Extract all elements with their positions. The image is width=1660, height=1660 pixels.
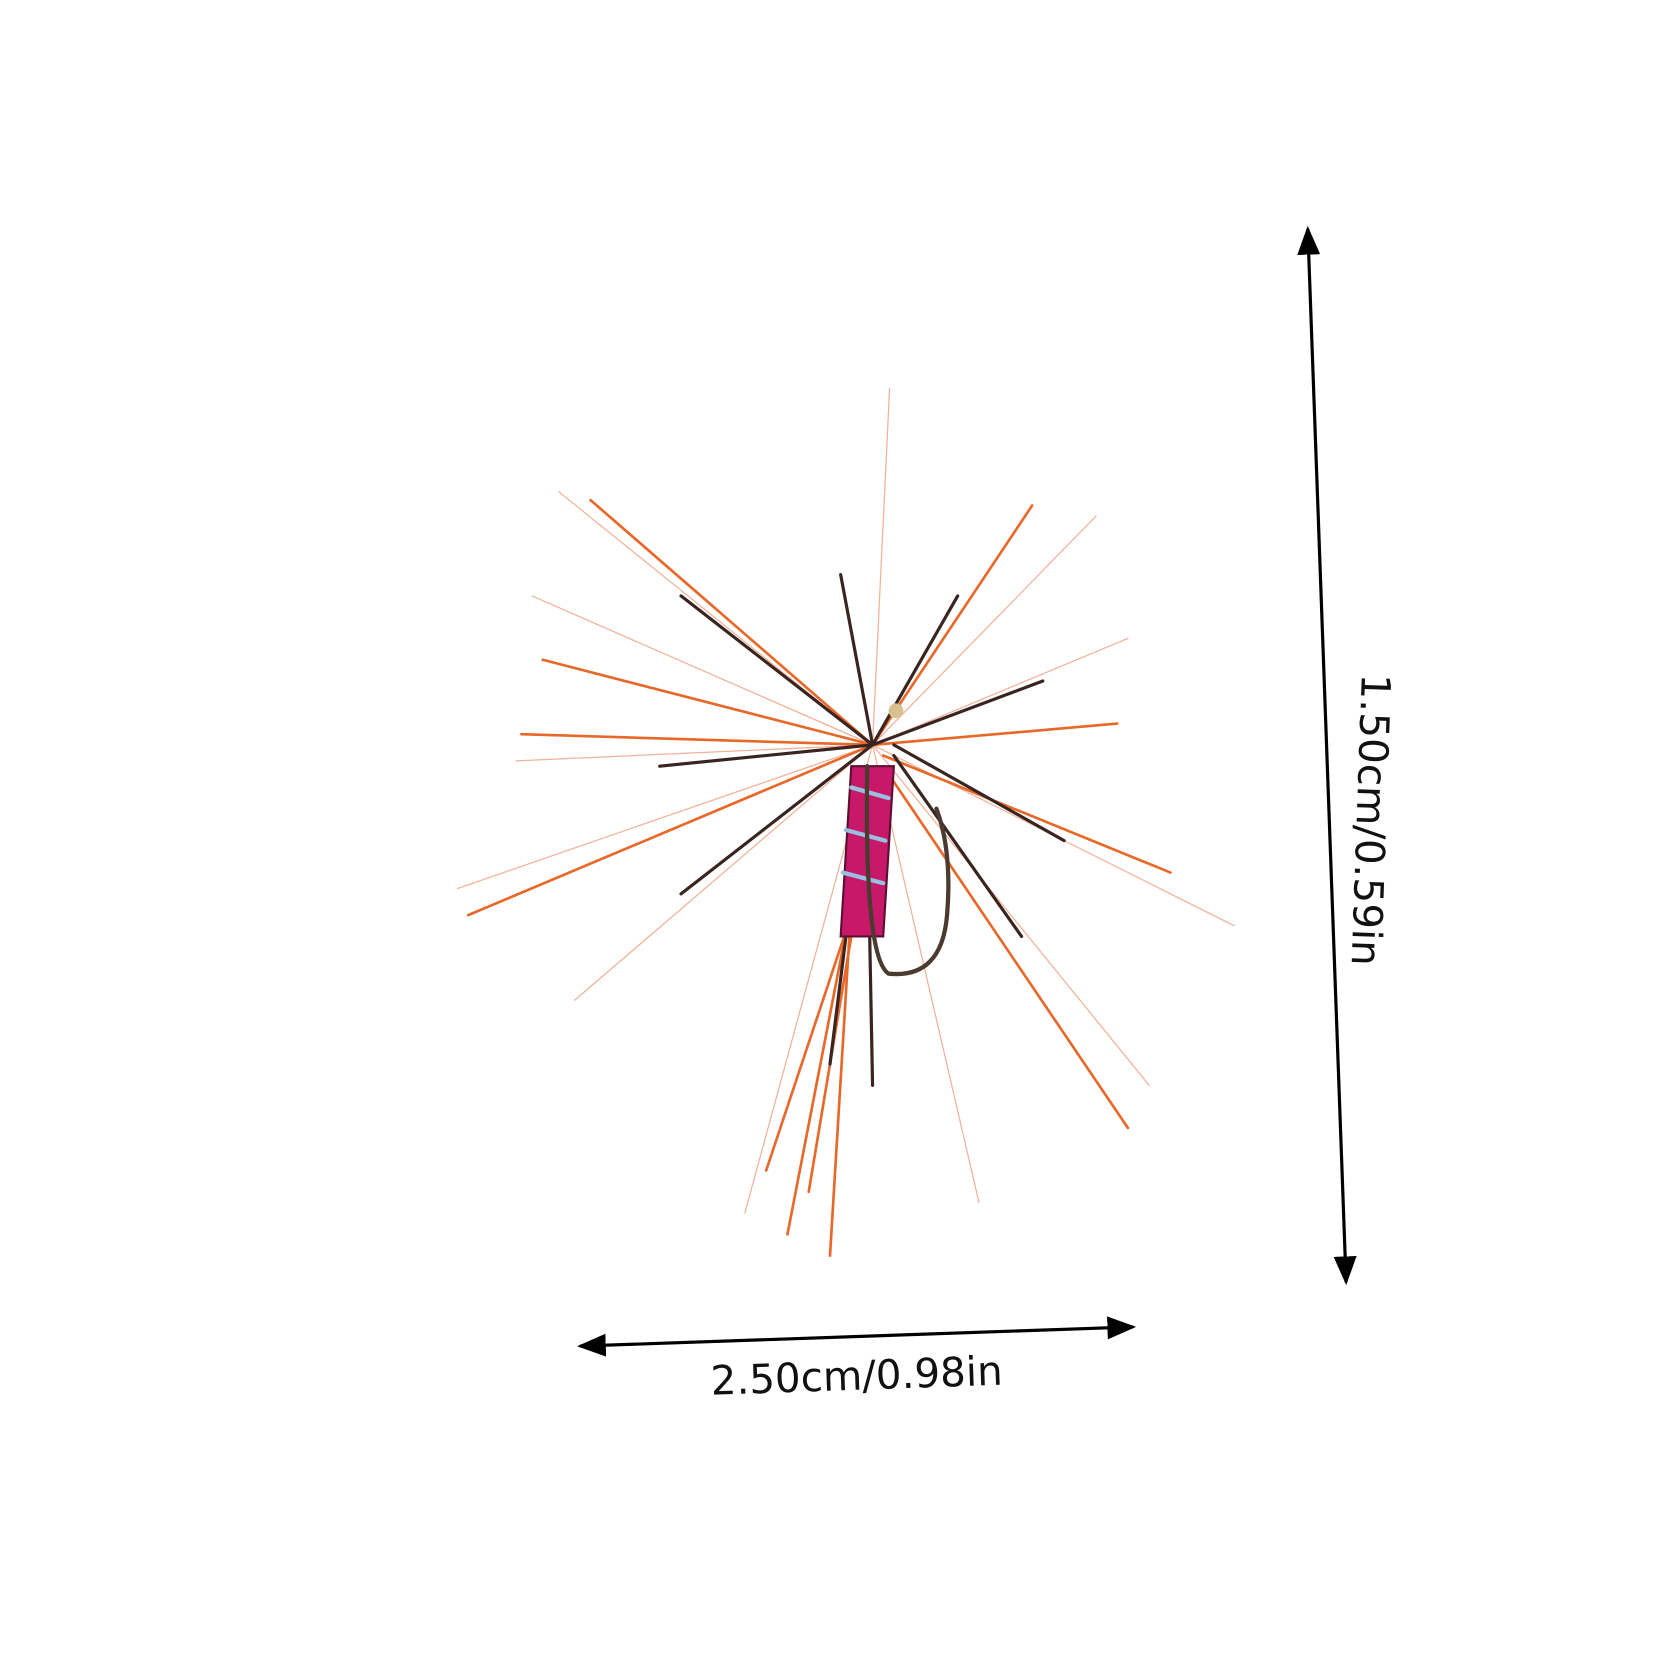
width-label: 2.50cm/0.98in: [710, 1347, 1004, 1405]
height-label: 1.50cm/0.59in: [1342, 673, 1400, 967]
fly-lure: [456, 387, 1235, 1257]
width-arrow: [577, 1316, 1137, 1357]
height-arrow: [1297, 225, 1357, 1286]
